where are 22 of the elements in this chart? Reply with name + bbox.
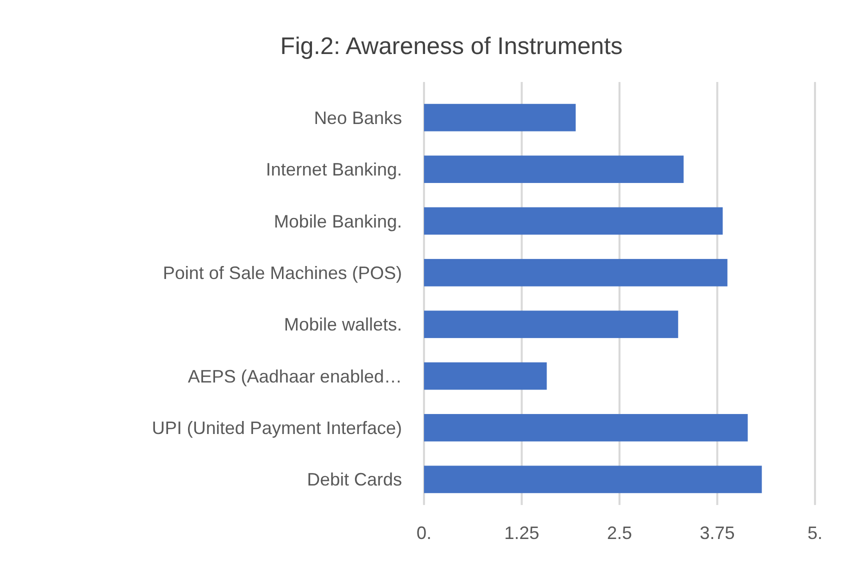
chart-title: Fig.2: Awareness of Instruments <box>280 33 623 60</box>
x-tick-label: 5. <box>807 523 823 543</box>
y-tick-label: UPI (United Payment Interface) <box>152 418 402 438</box>
bar <box>424 104 576 132</box>
bar <box>424 310 678 338</box>
y-tick-label: Internet Banking. <box>266 160 402 180</box>
x-tick-label: 1.25 <box>504 523 540 543</box>
bar <box>424 414 748 442</box>
y-tick-label: AEPS (Aadhaar enabled… <box>188 366 402 386</box>
x-tick-label: 2.5 <box>606 523 632 543</box>
bar <box>424 466 762 494</box>
y-tick-label: Mobile wallets. <box>284 314 402 335</box>
y-tick-label: Point of Sale Machines (POS) <box>162 262 402 283</box>
bar <box>424 207 723 235</box>
bar <box>424 258 728 286</box>
bar <box>424 362 547 390</box>
y-tick-label: Debit Cards <box>306 470 402 490</box>
x-tick-label: 0. <box>416 523 432 543</box>
y-tick-label: Neo Banks <box>314 108 402 128</box>
x-tick-label: 3.75 <box>700 523 735 543</box>
y-tick-label: Mobile Banking. <box>274 211 402 232</box>
bar <box>424 156 684 183</box>
